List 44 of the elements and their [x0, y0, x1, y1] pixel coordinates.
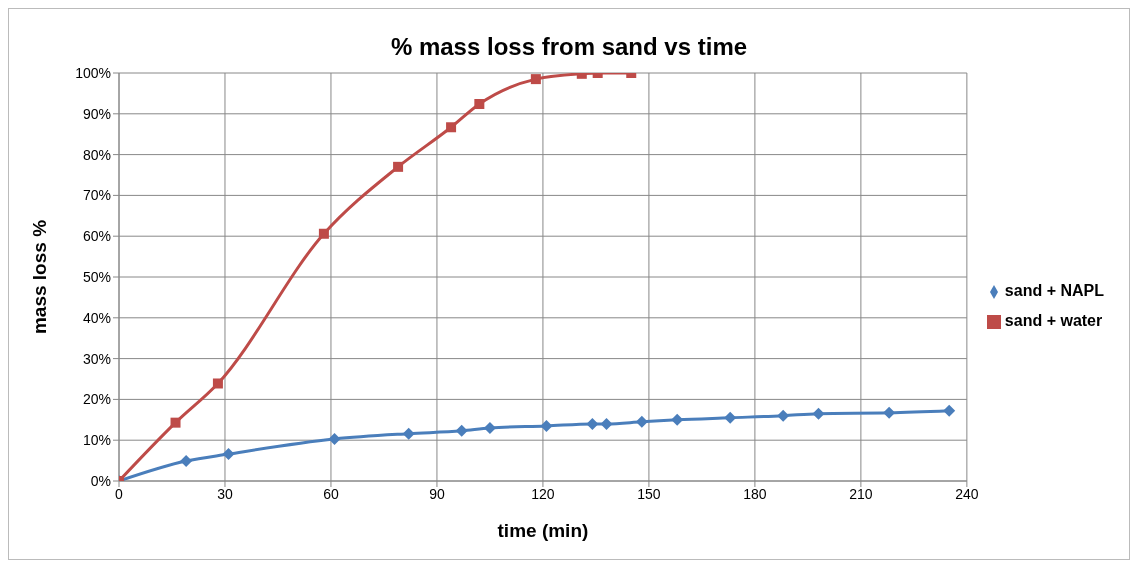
- point: [318, 228, 329, 239]
- y-tick-label: 80%: [82, 146, 111, 163]
- point: [328, 432, 341, 445]
- x-tick-label: 240: [955, 485, 979, 502]
- point: [530, 74, 541, 85]
- y-tick-label: 30%: [82, 350, 111, 367]
- x-tick-label: 30: [217, 485, 233, 502]
- chart-title: % mass loss from sand vs time: [389, 33, 749, 61]
- point: [446, 122, 457, 133]
- legend-label: sand + water: [1004, 312, 1103, 329]
- point: [540, 419, 553, 432]
- y-tick-label: 20%: [82, 391, 111, 408]
- point: [170, 417, 181, 428]
- point: [402, 427, 415, 440]
- point: [222, 448, 235, 461]
- y-tick-label: 60%: [82, 228, 111, 245]
- point: [635, 415, 648, 428]
- y-tick-label: 10%: [82, 432, 111, 449]
- x-tick-label: 60: [323, 485, 339, 502]
- point: [600, 417, 613, 430]
- x-tick-label: 180: [743, 485, 767, 502]
- x-axis-title: time (min): [497, 520, 589, 541]
- y-tick-label: 100%: [75, 64, 111, 81]
- point: [943, 404, 956, 417]
- legend-label: sand + NAPL: [1004, 282, 1104, 299]
- y-tick-label: 40%: [82, 309, 111, 326]
- point: [777, 409, 790, 422]
- point: [393, 161, 404, 172]
- x-tick-label: 0: [115, 485, 124, 502]
- point: [812, 407, 825, 420]
- y-tick-label: 50%: [82, 268, 111, 285]
- point: [586, 417, 599, 430]
- x-tick-label: 150: [637, 485, 661, 502]
- x-tick-label: 90: [429, 485, 445, 502]
- y-tick-label: 90%: [82, 105, 111, 122]
- y-axis-title: mass loss %: [28, 219, 50, 335]
- point: [474, 99, 485, 110]
- point: [180, 455, 193, 468]
- y-tick-label: 70%: [82, 187, 111, 204]
- y-tick-label: 0%: [90, 472, 111, 489]
- x-tick-label: 210: [849, 485, 873, 502]
- point: [455, 424, 468, 437]
- x-tick-label: 120: [531, 485, 555, 502]
- point: [212, 378, 223, 389]
